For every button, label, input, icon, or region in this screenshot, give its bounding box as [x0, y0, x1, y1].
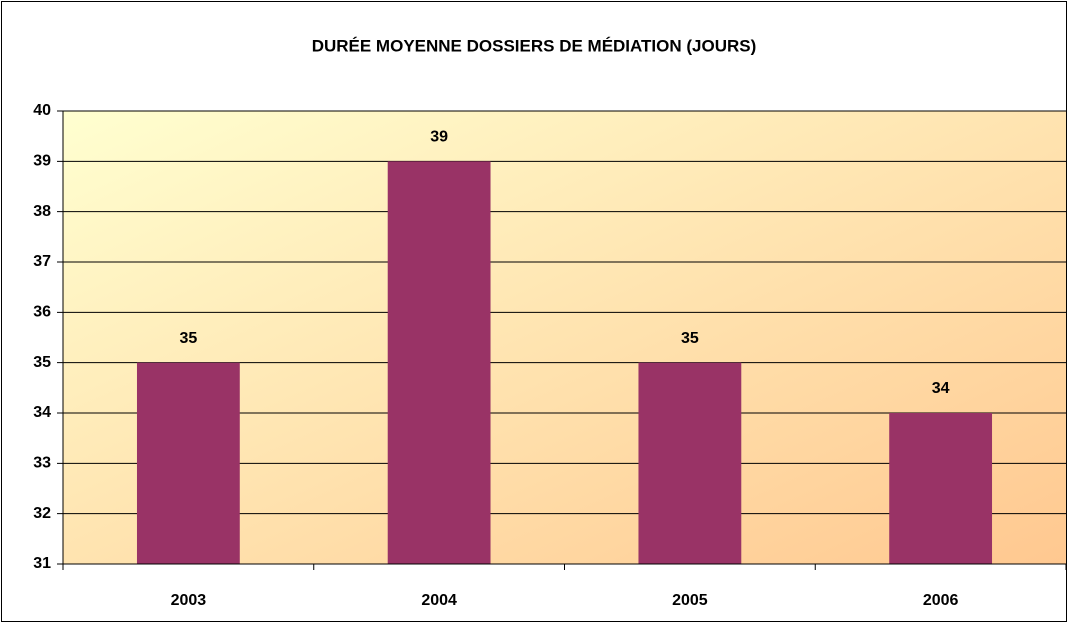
y-tick-label: 32 — [33, 505, 51, 522]
y-tick-label: 36 — [33, 304, 51, 321]
y-tick-label: 37 — [33, 253, 51, 270]
y-tick-label: 34 — [33, 404, 51, 421]
data-label: 39 — [430, 129, 448, 146]
data-label: 34 — [932, 380, 950, 397]
y-tick-label: 33 — [33, 455, 51, 472]
bar — [889, 413, 993, 564]
bar — [638, 362, 742, 564]
bar — [387, 161, 491, 565]
bar — [136, 362, 240, 564]
chart-title: DURÉE MOYENNE DOSSIERS DE MÉDIATION (JOU… — [312, 36, 757, 55]
data-label: 35 — [179, 330, 197, 347]
x-tick-label: 2004 — [421, 592, 457, 609]
x-tick-label: 2005 — [672, 592, 708, 609]
y-tick-label: 39 — [33, 153, 51, 170]
y-tick-label: 40 — [33, 102, 51, 119]
y-tick-label: 31 — [33, 555, 51, 572]
x-tick-label: 2006 — [923, 592, 959, 609]
y-tick-label: 35 — [33, 354, 51, 371]
x-tick-label: 2003 — [171, 592, 207, 609]
y-tick-label: 38 — [33, 203, 51, 220]
data-label: 35 — [681, 330, 699, 347]
